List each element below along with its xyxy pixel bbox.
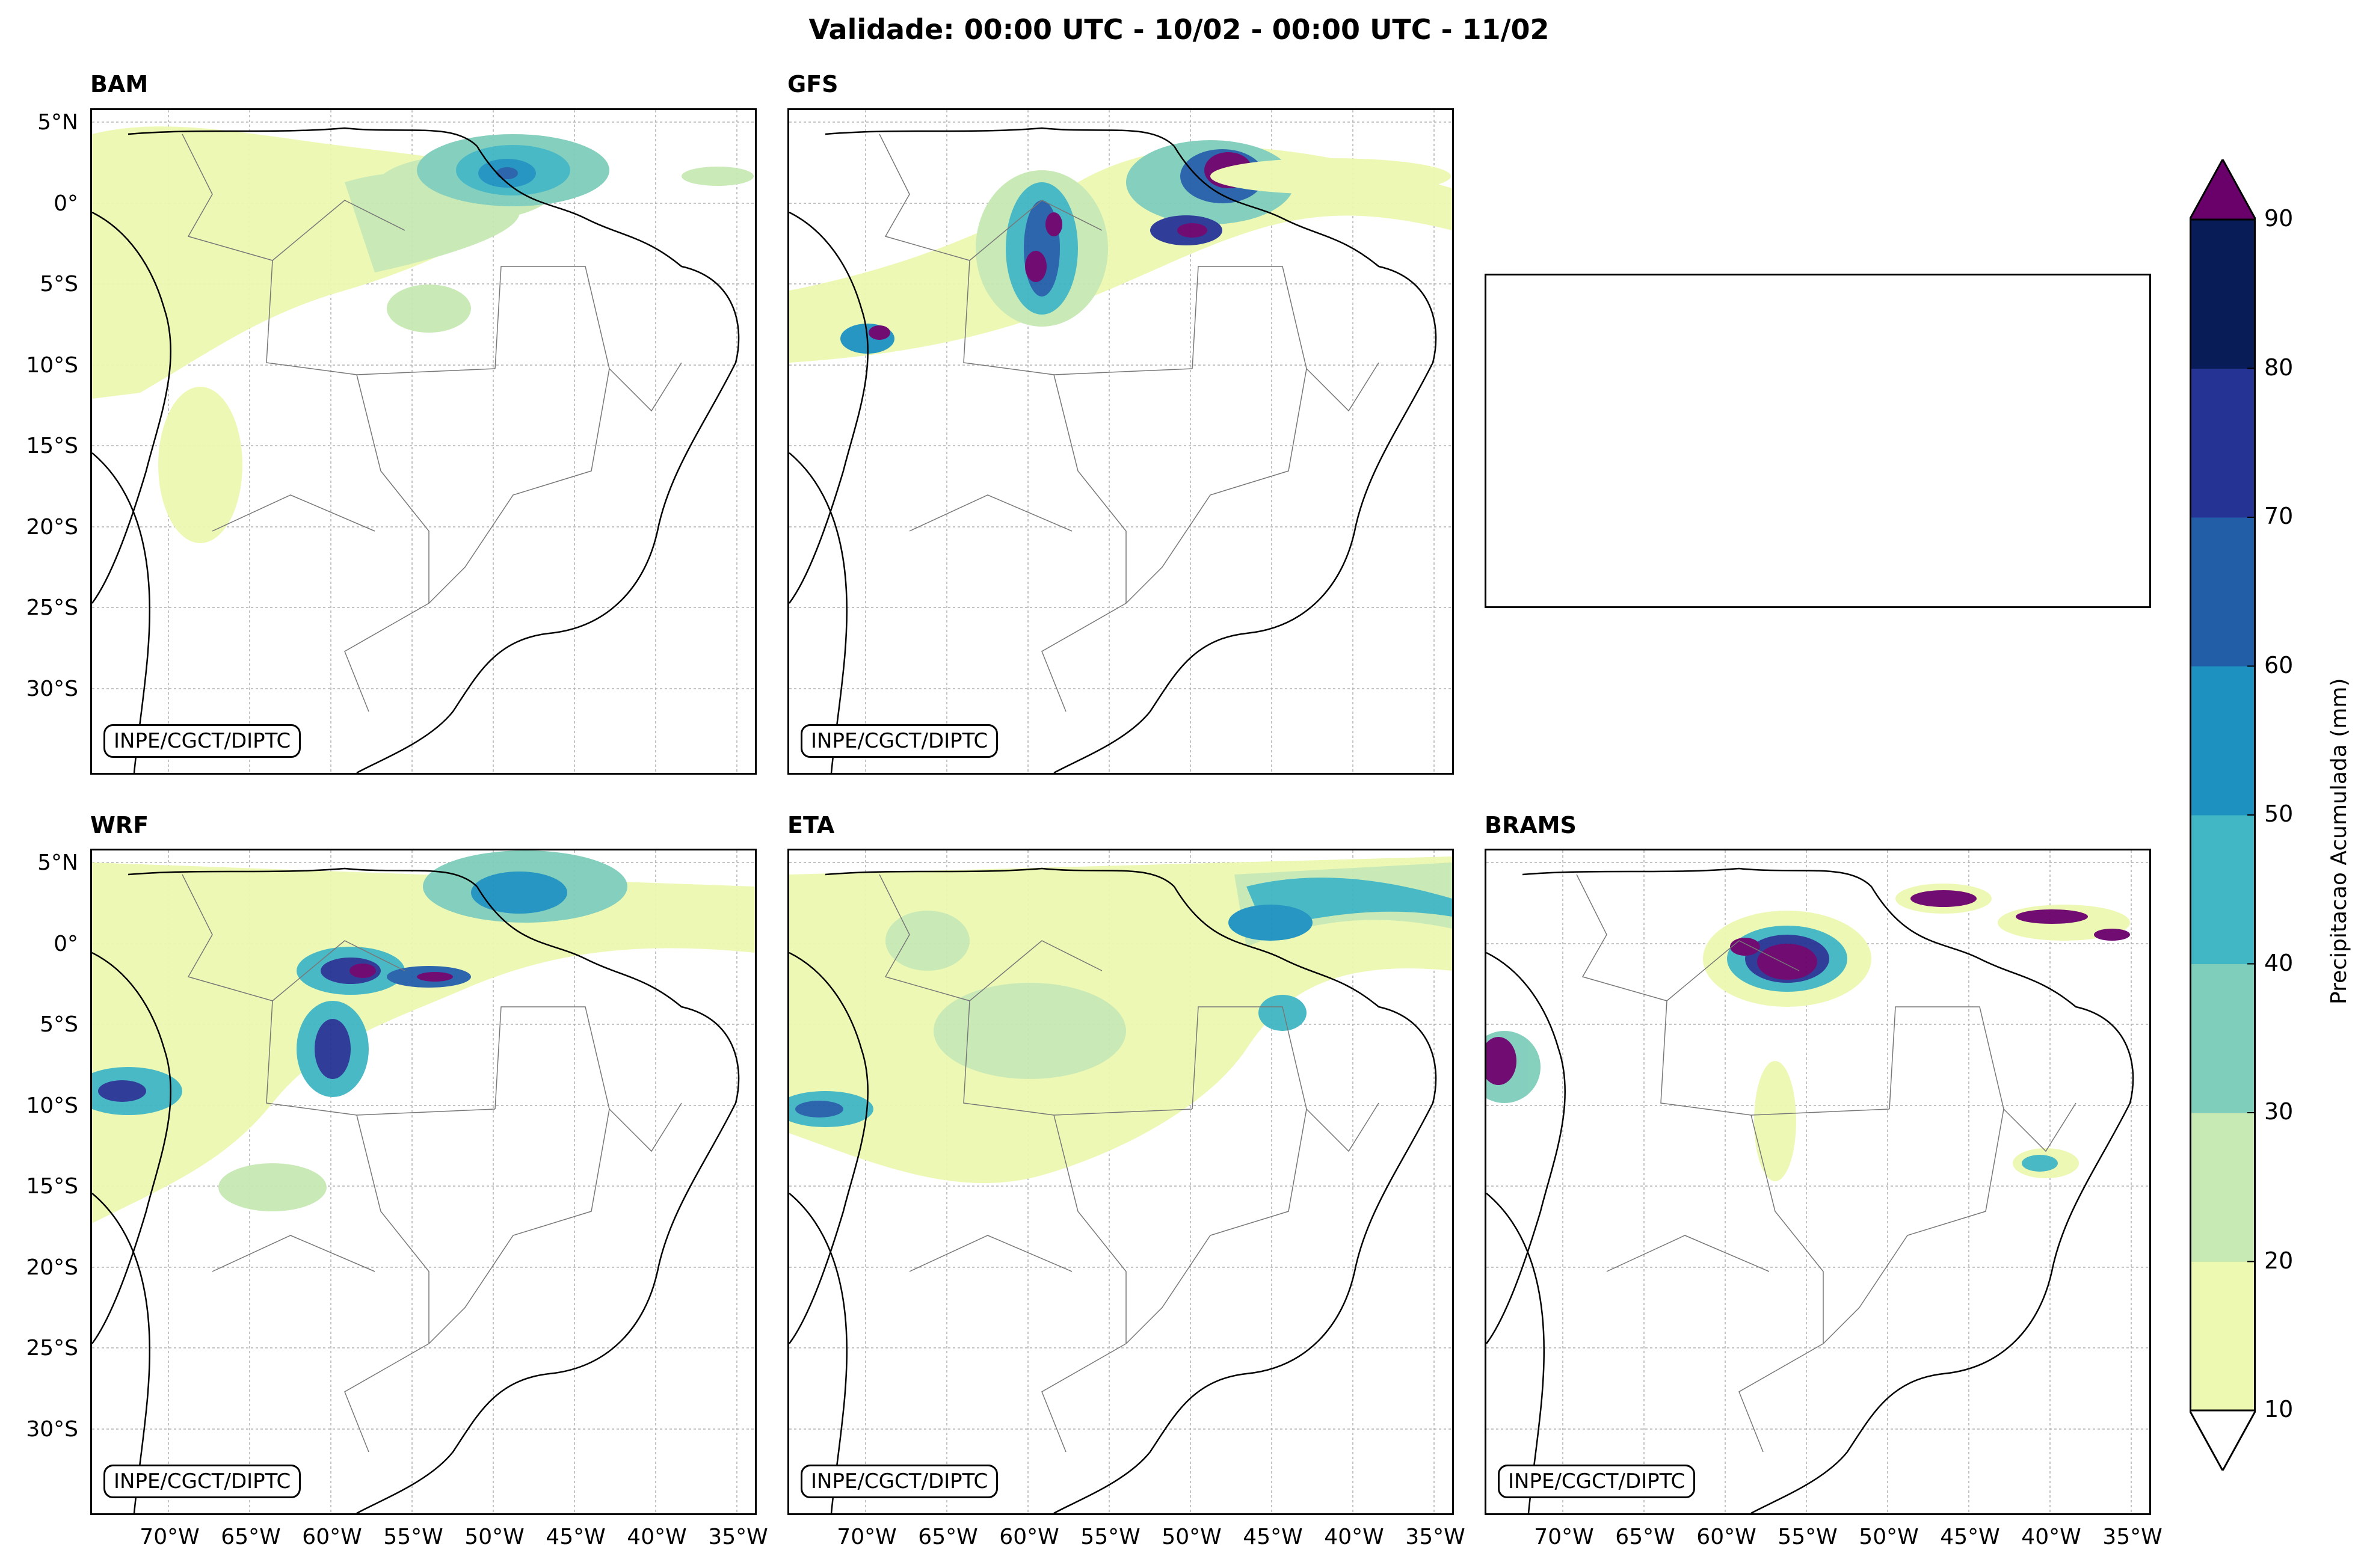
lon-label: 55°W [1778, 1525, 1838, 1549]
credit-label-gfs: INPE/CGCT/DIPTC [801, 724, 999, 758]
lon-label: 65°W [221, 1525, 281, 1549]
lon-label: 40°W [2021, 1525, 2081, 1549]
lon-label: 70°W [837, 1525, 897, 1549]
colorbar-segment [2190, 220, 2256, 369]
lat-label: 5°S [40, 272, 78, 297]
colorbar-tick-label: 20 [2264, 1247, 2294, 1274]
map-wrf [90, 849, 757, 1515]
lat-label: 10°S [26, 1093, 78, 1118]
colorbar-under-triangle [2190, 1409, 2256, 1471]
lon-label: 40°W [627, 1525, 687, 1549]
lat-label: 20°S [26, 515, 78, 540]
map-eta [787, 849, 1454, 1515]
lat-label: 25°S [26, 1336, 78, 1360]
colorbar-label: Precipitacao Acumulada (mm) [2327, 678, 2351, 1004]
colorbar-tick-label: 90 [2264, 205, 2294, 232]
lon-label: 35°W [2102, 1525, 2163, 1549]
colorbar-tick-label: 40 [2264, 949, 2294, 976]
lon-label: 50°W [464, 1525, 525, 1549]
colorbar-segment [2190, 517, 2256, 666]
lat-label: 5°N [37, 110, 78, 135]
lon-label: 55°W [1080, 1525, 1141, 1549]
map-bam [90, 108, 757, 775]
lat-label: 0° [54, 191, 78, 216]
lat-label: 15°S [26, 1174, 78, 1199]
lat-label: 5°S [40, 1012, 78, 1037]
colorbar-tick-label: 70 [2264, 503, 2294, 529]
lon-label: 45°W [1940, 1525, 2000, 1549]
lon-label: 60°W [302, 1525, 362, 1549]
panel-title-eta: ETA [787, 812, 835, 838]
credit-label-brams: INPE/CGCT/DIPTC [1498, 1465, 1696, 1498]
lon-label: 65°W [918, 1525, 978, 1549]
lon-label: 60°W [1696, 1525, 1756, 1549]
colorbar-segment [2190, 815, 2256, 964]
colorbar-tick-label: 60 [2264, 651, 2294, 678]
colorbar-over-triangle [2190, 159, 2256, 221]
lat-label: 20°S [26, 1255, 78, 1280]
lon-label: 50°W [1859, 1525, 1919, 1549]
lon-label: 40°W [1324, 1525, 1384, 1549]
lon-label: 70°W [1534, 1525, 1594, 1549]
lat-label: 30°S [26, 677, 78, 701]
lon-label: 65°W [1615, 1525, 1675, 1549]
lat-label: 5°N [37, 850, 78, 875]
lon-label: 45°W [546, 1525, 606, 1549]
map-gfs [787, 108, 1454, 775]
empty-panel [1485, 274, 2151, 608]
colorbar-segment [2190, 1261, 2256, 1411]
colorbar-segment [2190, 666, 2256, 816]
lat-label: 10°S [26, 353, 78, 378]
lat-label: 25°S [26, 595, 78, 620]
colorbar [2190, 159, 2256, 1471]
colorbar-segment [2190, 1113, 2256, 1262]
lon-label: 45°W [1243, 1525, 1303, 1549]
colorbar-segment [2190, 964, 2256, 1113]
lon-label: 35°W [1405, 1525, 1465, 1549]
panel-title-brams: BRAMS [1485, 812, 1577, 838]
lat-label: 0° [54, 932, 78, 956]
colorbar-segment [2190, 368, 2256, 518]
lon-label: 35°W [708, 1525, 768, 1549]
lon-label: 70°W [140, 1525, 200, 1549]
colorbar-tick-label: 50 [2264, 801, 2294, 827]
panel-title-wrf: WRF [90, 812, 149, 838]
colorbar-tick-label: 10 [2264, 1396, 2294, 1422]
lon-label: 55°W [383, 1525, 443, 1549]
colorbar-tick-label: 80 [2264, 354, 2294, 381]
colorbar-tick-label: 30 [2264, 1098, 2294, 1125]
credit-label-eta: INPE/CGCT/DIPTC [801, 1465, 999, 1498]
lat-label: 15°S [26, 434, 78, 458]
figure-title: Validade: 00:00 UTC - 10/02 - 00:00 UTC … [808, 13, 1550, 46]
credit-label-wrf: INPE/CGCT/DIPTC [103, 1465, 301, 1498]
panel-title-bam: BAM [90, 71, 149, 97]
credit-label-bam: INPE/CGCT/DIPTC [103, 724, 301, 758]
map-brams [1485, 849, 2151, 1515]
panel-title-gfs: GFS [787, 71, 839, 97]
lon-label: 50°W [1162, 1525, 1222, 1549]
lon-label: 60°W [999, 1525, 1059, 1549]
lat-label: 30°S [26, 1417, 78, 1442]
